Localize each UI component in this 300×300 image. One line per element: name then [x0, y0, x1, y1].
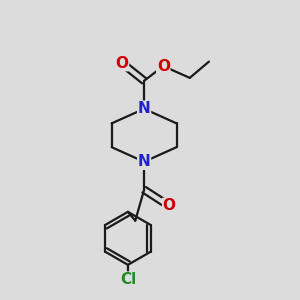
- Text: O: O: [116, 56, 128, 70]
- Text: Cl: Cl: [120, 272, 136, 287]
- Text: N: N: [138, 154, 151, 169]
- Text: N: N: [138, 101, 151, 116]
- Text: O: O: [163, 198, 176, 213]
- Text: O: O: [157, 58, 170, 74]
